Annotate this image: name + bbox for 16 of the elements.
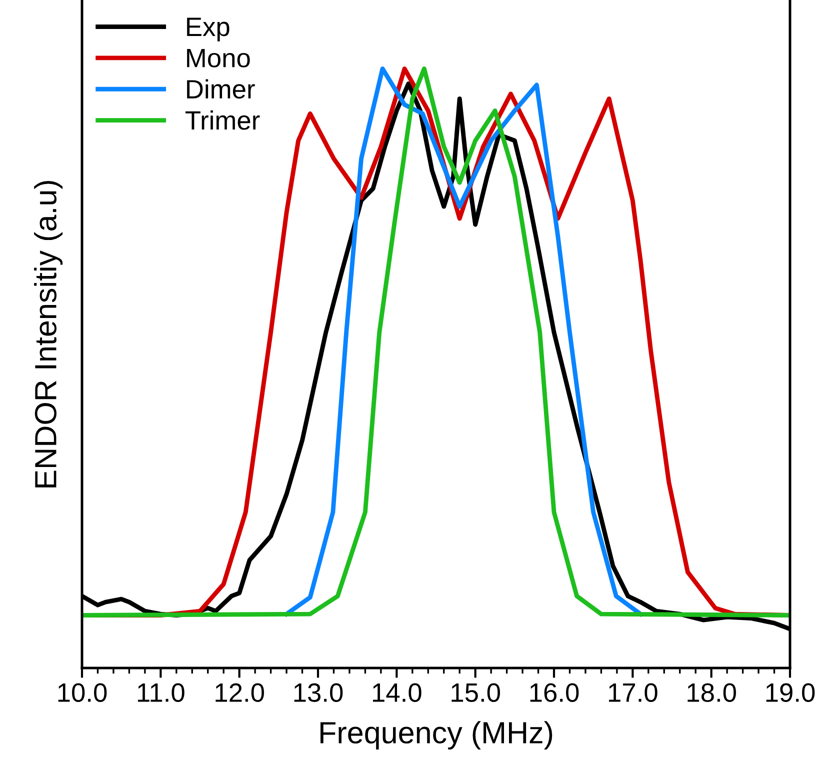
x-tick-label: 13.0 bbox=[294, 683, 343, 702]
x-tick-label: 17.0 bbox=[609, 683, 658, 702]
y-axis-title: ENDOR Intensitiy (a.u) bbox=[34, 181, 63, 488]
x-tick-label: 10.0 bbox=[58, 683, 107, 702]
x-tick-label: 11.0 bbox=[138, 683, 184, 702]
legend-label: Mono bbox=[187, 49, 250, 68]
x-tick-label: 18.0 bbox=[688, 683, 736, 702]
x-tick-label: 15.0 bbox=[452, 683, 500, 702]
legend-label: Exp bbox=[187, 18, 230, 42]
x-tick-label: 12.0 bbox=[216, 683, 264, 702]
legend-label: Trimer bbox=[186, 110, 260, 130]
x-axis-title: Frequency (MHz) bbox=[320, 721, 552, 750]
x-tick-label: 19.0 bbox=[766, 683, 815, 702]
legend-label: Dimer bbox=[187, 79, 255, 99]
x-tick-label: 14.0 bbox=[373, 683, 422, 702]
x-tick-label: 16.0 bbox=[530, 683, 579, 702]
